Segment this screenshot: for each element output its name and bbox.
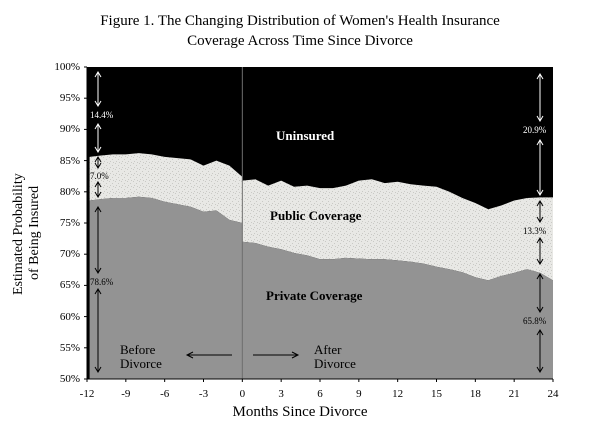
end-uninsured-arrow-upper: [536, 73, 544, 122]
y-tick-label: 90%: [59, 123, 80, 136]
x-tick-label: 18: [469, 388, 481, 400]
y-tick-label: 55%: [59, 341, 80, 354]
y-tick-label: 70%: [59, 248, 80, 261]
left-gap-cover: [87, 67, 90, 157]
before-label-line-1: Before: [120, 342, 156, 357]
x-tick-label: -3: [198, 388, 209, 400]
public-coverage-area: [89, 153, 553, 281]
start-uninsured-arrow-lower: [94, 123, 102, 153]
end-private-arrow-upper: [536, 273, 544, 313]
start-private-arrow-lower: [94, 288, 102, 373]
start-public-annotation: 7.0%: [90, 171, 109, 181]
y-tick-label: 85%: [59, 154, 80, 167]
y-tick-label: 95%: [59, 92, 80, 105]
y-tick-label: 100%: [54, 61, 80, 73]
y-tick-label: 50%: [59, 373, 80, 385]
x-tick-label: -12: [79, 388, 95, 400]
end-public-arrow-lower: [536, 237, 544, 265]
x-tick-label: 9: [356, 388, 362, 400]
end-uninsured-annotation: 20.9%: [523, 125, 547, 135]
start-private-arrow-upper: [94, 206, 102, 274]
y-tick-label: 80%: [59, 185, 80, 198]
before-divorce-label: Before Divorce: [120, 343, 162, 371]
x-tick-label: 6: [317, 388, 323, 400]
chart-title: Figure 1. The Changing Distribution of W…: [100, 13, 500, 29]
start-private-annotation: 78.6%: [90, 277, 114, 287]
end-public-annotation: 13.3%: [523, 226, 547, 236]
x-tick-label: 21: [508, 388, 520, 400]
uninsured-region-label: Uninsured: [276, 128, 335, 143]
y-tick-label: 75%: [59, 217, 80, 229]
end-private-arrow-lower: [536, 329, 544, 373]
before-arrow: [185, 351, 232, 359]
start-uninsured-arrow: [94, 71, 102, 107]
public-coverage-region-label: Public Coverage: [270, 208, 362, 223]
after-label-line-1: After: [314, 342, 342, 357]
before-label-line-2: Divorce: [120, 356, 162, 371]
y-axis-label-line-1: Estimated Probability: [11, 173, 26, 295]
y-tick-label: 65%: [59, 279, 80, 292]
x-tick-label: 3: [278, 388, 284, 400]
x-tick-label: -6: [160, 388, 170, 400]
x-tick-label: 15: [431, 388, 442, 400]
start-public-arrow-lower: [94, 181, 102, 198]
after-label-line-2: Divorce: [314, 356, 356, 371]
y-axis-label-line-2: of Being Insured: [27, 185, 42, 280]
chart-title-line-2: Coverage Across Time Since Divorce: [187, 33, 413, 49]
x-tick-label: 24: [547, 388, 559, 400]
end-uninsured-arrow-lower: [536, 139, 544, 196]
after-divorce-label: After Divorce: [314, 343, 356, 371]
start-public-arrow-upper: [94, 156, 102, 169]
x-tick-label: -9: [121, 388, 131, 400]
private-coverage-area: [89, 196, 553, 379]
end-public-arrow-upper: [536, 200, 544, 223]
x-axis-label: Months Since Divorce: [232, 404, 368, 420]
y-tick-label: 60%: [59, 310, 80, 323]
end-private-annotation: 65.8%: [523, 316, 547, 326]
private-coverage-region-label: Private Coverage: [266, 288, 363, 303]
x-tick-label: 12: [392, 388, 404, 400]
x-tick-label: 0: [239, 388, 246, 400]
after-arrow: [253, 351, 300, 359]
start-uninsured-annotation: 14.4%: [90, 110, 114, 120]
